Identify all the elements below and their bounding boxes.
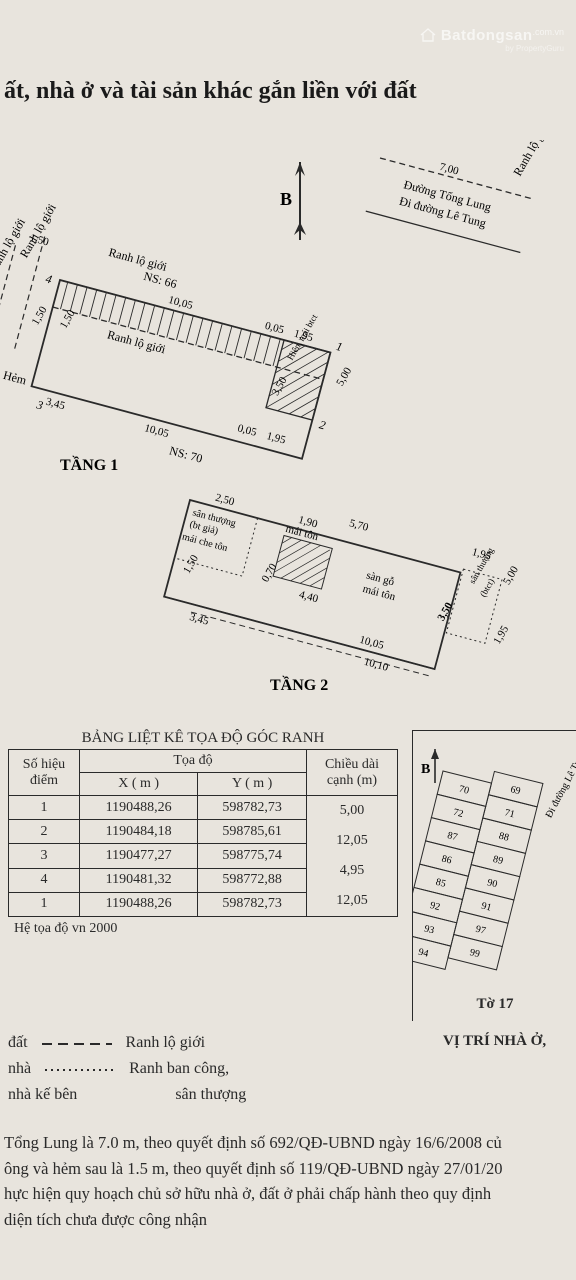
col-toado: Tọa độ bbox=[80, 750, 307, 773]
svg-text:85: 85 bbox=[435, 877, 447, 890]
legend-st: sân thượng bbox=[175, 1086, 246, 1103]
svg-text:93: 93 bbox=[423, 923, 435, 936]
svg-text:99: 99 bbox=[469, 947, 481, 960]
col-len: Chiều dài cạnh (m) bbox=[307, 750, 398, 796]
house-icon bbox=[419, 28, 437, 45]
svg-text:Ranh lộ giới: Ranh lộ giới bbox=[106, 327, 168, 356]
body-line: diện tích chưa được công nhận bbox=[4, 1207, 572, 1233]
svg-text:B: B bbox=[421, 762, 430, 777]
svg-text:10,05: 10,05 bbox=[143, 422, 170, 440]
svg-text:1,50: 1,50 bbox=[58, 307, 78, 330]
document-page: Batdongsan.com.vn by PropertyGuru ất, nh… bbox=[0, 0, 576, 1280]
legend-nha: nhà bbox=[8, 1060, 31, 1077]
watermark: Batdongsan.com.vn by PropertyGuru bbox=[419, 28, 564, 54]
coord-table: Số hiệu điểm Tọa độ Chiều dài cạnh (m) X… bbox=[8, 749, 398, 917]
svg-text:3: 3 bbox=[34, 397, 44, 412]
legend: đất Ranh lộ giới nhà Ranh ban công, nhà … bbox=[8, 1030, 568, 1108]
watermark-sub: by PropertyGuru bbox=[419, 45, 564, 54]
sheet-label: Tờ 17 bbox=[476, 996, 513, 1013]
dot-icon bbox=[45, 1057, 115, 1083]
coordinate-table: BẢNG LIỆT KÊ TỌA ĐỘ GÓC RANH Số hiệu điể… bbox=[8, 730, 398, 937]
svg-text:Ranh lộ giới: Ranh lộ giới bbox=[107, 245, 169, 274]
col-x: X ( m ) bbox=[80, 773, 198, 796]
svg-text:7,00: 7,00 bbox=[438, 161, 460, 178]
plot-diagram: B 7,00 Đường Tổng Lung Đi đường Lê Tung … bbox=[0, 140, 576, 700]
legend-rbc: Ranh ban công, bbox=[129, 1060, 229, 1077]
svg-text:97: 97 bbox=[474, 924, 486, 937]
svg-text:(btct): (btct) bbox=[478, 577, 496, 599]
svg-text:3,45: 3,45 bbox=[45, 396, 67, 413]
svg-text:10,10: 10,10 bbox=[363, 656, 390, 674]
table-title: BẢNG LIỆT KÊ TỌA ĐỘ GÓC RANH bbox=[8, 730, 398, 747]
legend-dat: đất bbox=[8, 1034, 28, 1051]
svg-text:Ranh lộ giới: Ranh lộ giới bbox=[510, 140, 552, 178]
col-id: Số hiệu điểm bbox=[9, 750, 80, 796]
svg-text:71: 71 bbox=[503, 807, 515, 820]
page-title: ất, nhà ở và tài sản khác gắn liền với đ… bbox=[0, 78, 576, 105]
coord-system-note: Hệ tọa độ vn 2000 bbox=[8, 921, 398, 937]
col-y: Y ( m ) bbox=[198, 773, 307, 796]
svg-text:0,05: 0,05 bbox=[264, 320, 286, 337]
svg-text:5,00: 5,00 bbox=[501, 564, 521, 587]
svg-text:88: 88 bbox=[498, 831, 510, 844]
watermark-suffix: .com.vn bbox=[532, 27, 564, 37]
location-minimap: B 70 72 87 86 85 92 93 94 69 71 88 89 90 91 97 99 Đi đ… bbox=[412, 730, 576, 1021]
svg-text:4,40: 4,40 bbox=[298, 589, 320, 606]
floor2-label: TẦNG 2 bbox=[270, 675, 328, 694]
body-line: Tổng Lung là 7.0 m, theo quyết định số 6… bbox=[4, 1130, 572, 1156]
watermark-brand: Batdongsan bbox=[441, 27, 533, 44]
svg-text:70: 70 bbox=[458, 784, 470, 797]
svg-text:mái che tôn: mái che tôn bbox=[181, 531, 229, 554]
svg-text:3,45: 3,45 bbox=[188, 611, 210, 628]
compass-icon: B bbox=[421, 749, 439, 783]
floor1-label: TẦNG 1 bbox=[60, 455, 118, 474]
svg-text:B: B bbox=[280, 189, 292, 209]
legend-nkb: nhà kế bên bbox=[8, 1086, 77, 1103]
svg-text:87: 87 bbox=[446, 830, 458, 843]
body-line: hực hiện quy hoạch chủ sở hữu nhà ở, đất… bbox=[4, 1181, 572, 1207]
svg-text:1,50: 1,50 bbox=[30, 304, 50, 327]
svg-text:NS: 70: NS: 70 bbox=[168, 443, 204, 465]
compass-icon: B bbox=[280, 162, 306, 240]
dash-icon bbox=[42, 1031, 112, 1057]
svg-text:92: 92 bbox=[429, 900, 441, 913]
svg-text:1,95: 1,95 bbox=[265, 430, 287, 447]
legend-rlg: Ranh lộ giới bbox=[126, 1034, 206, 1051]
svg-text:72: 72 bbox=[452, 807, 464, 820]
svg-text:0,05: 0,05 bbox=[236, 422, 258, 439]
svg-text:94: 94 bbox=[417, 947, 429, 960]
svg-text:90: 90 bbox=[486, 877, 498, 890]
svg-text:2: 2 bbox=[318, 417, 327, 432]
svg-text:89: 89 bbox=[492, 854, 504, 867]
svg-text:86: 86 bbox=[440, 853, 452, 866]
body-line: ông và hẻm sau là 1.5 m, theo quyết định… bbox=[4, 1156, 572, 1182]
table-row: 1 1190488,26 598782,73 5,00 12,05 4,95 1… bbox=[9, 796, 398, 820]
svg-text:1,95: 1,95 bbox=[491, 623, 511, 646]
svg-text:Hẻm: Hẻm bbox=[2, 368, 29, 388]
svg-text:4: 4 bbox=[44, 272, 53, 287]
svg-text:69: 69 bbox=[509, 784, 521, 797]
body-text: Tổng Lung là 7.0 m, theo quyết định số 6… bbox=[4, 1130, 572, 1232]
svg-text:91: 91 bbox=[480, 900, 492, 913]
svg-text:2,50: 2,50 bbox=[214, 492, 236, 509]
svg-text:1: 1 bbox=[335, 339, 344, 354]
table-header-row: Số hiệu điểm Tọa độ Chiều dài cạnh (m) bbox=[9, 750, 398, 773]
svg-text:Đi đường Lê Tu: Đi đường Lê Tu bbox=[544, 758, 576, 820]
svg-text:5,70: 5,70 bbox=[348, 517, 370, 534]
svg-text:5,00: 5,00 bbox=[334, 365, 354, 388]
